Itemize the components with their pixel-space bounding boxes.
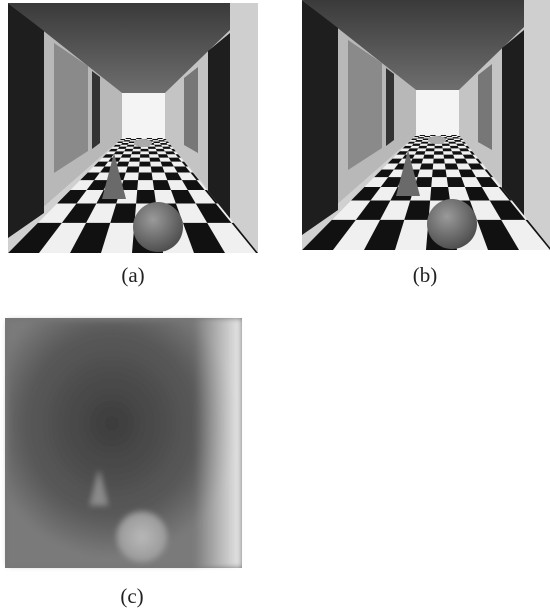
caption: (c) (120, 584, 143, 608)
panel-c-image (5, 318, 242, 568)
caption: (b) (413, 263, 438, 287)
panel-b-image (240, 0, 550, 250)
panel-a-image (0, 3, 349, 253)
caption: (a) (121, 263, 144, 287)
